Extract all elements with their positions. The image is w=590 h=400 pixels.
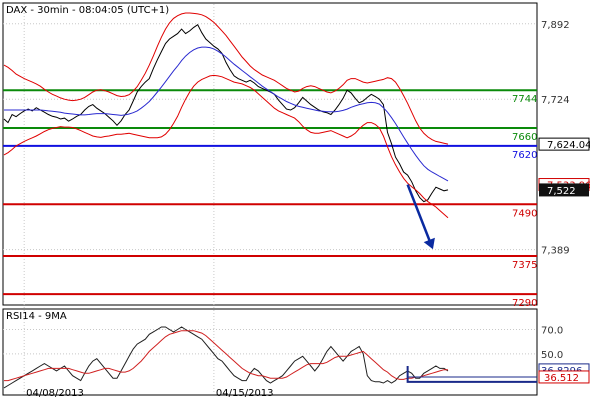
price-axis-tick-label: 7,389 bbox=[541, 246, 570, 257]
current-price-tag-label: 7,522 bbox=[547, 186, 576, 197]
rsi-marker-line bbox=[406, 366, 537, 383]
price-axis-tick-label: 7,724 bbox=[541, 95, 570, 106]
forecast-arrow-line bbox=[406, 184, 434, 247]
level-label-7660: 7660 bbox=[512, 132, 537, 143]
forecast-arrow-head bbox=[423, 237, 435, 250]
date-axis-label: 04/15/2013 bbox=[216, 388, 274, 399]
bollinger_upper-line bbox=[3, 12, 449, 145]
rsi-axis-tick-label: 50.0 bbox=[541, 350, 563, 361]
level-label-7620: 7620 bbox=[512, 150, 537, 161]
rsi-ma-tag-box bbox=[538, 370, 590, 384]
rsi-line bbox=[3, 326, 449, 389]
rsi-title: RSI14 - 9MA bbox=[6, 311, 67, 322]
moving_average-line bbox=[4, 46, 449, 182]
price-axis-tick-label: 7,892 bbox=[541, 20, 570, 31]
rsi-ma-tag-label: 36.512 bbox=[544, 373, 579, 384]
current-price-tag-box bbox=[539, 183, 589, 197]
rsi-axis-tick-label: 70.0 bbox=[541, 325, 563, 336]
price-tag-label: 7,624.04 bbox=[547, 140, 590, 151]
price-tag-box bbox=[538, 137, 590, 151]
chart-title: DAX - 30min - 08:04:05 (UTC+1) bbox=[6, 5, 169, 16]
rsi_ma-line bbox=[4, 330, 448, 382]
level-label-7375: 7375 bbox=[512, 260, 537, 271]
price-line bbox=[3, 23, 449, 203]
date-axis-label: 04/08/2013 bbox=[26, 388, 84, 399]
level-label-7744: 7744 bbox=[512, 94, 537, 105]
price-panel-frame bbox=[2, 2, 538, 306]
support-resistance-levels bbox=[3, 89, 537, 296]
rsi-series-group bbox=[3, 326, 537, 389]
rsi-grid bbox=[3, 328, 537, 355]
price-series-group bbox=[3, 12, 449, 250]
rsi-panel-frame bbox=[2, 308, 538, 396]
level-label-7290: 7290 bbox=[512, 298, 537, 309]
level-label-7490: 7490 bbox=[512, 208, 537, 219]
bollinger_lower-line bbox=[3, 74, 449, 219]
